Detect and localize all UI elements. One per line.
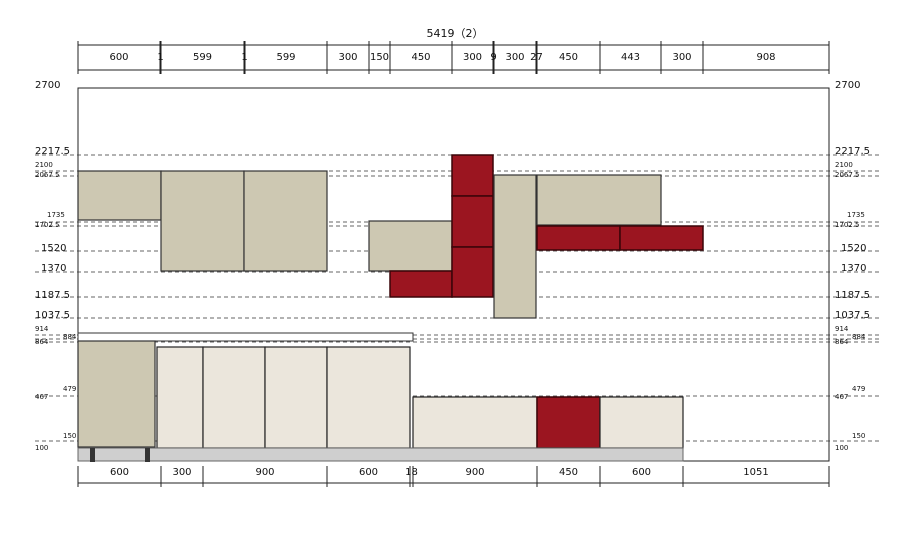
base-cabinet [599, 396, 684, 449]
top-dim-label: 908 [756, 52, 775, 63]
base-door [264, 346, 328, 449]
base-cabinet [412, 396, 538, 449]
bottom-dim-label: 450 [559, 467, 578, 478]
right-height-label: 1187.5 [835, 290, 870, 301]
bottom-dim-label: 300 [172, 467, 191, 478]
left-height-label: 479 [63, 385, 76, 393]
left-height-label: 2700 [35, 80, 60, 91]
right-height-label: 1037.5 [835, 310, 870, 321]
top-dim-label: 1 [157, 52, 163, 63]
leg [90, 448, 95, 462]
top-dim-label: 1 [241, 52, 247, 63]
right-height-label: 2100 [835, 161, 853, 169]
total-width: 5419（2） [427, 27, 484, 40]
top-dim-label: 150 [370, 52, 389, 63]
left-height-label: 914 [35, 325, 49, 333]
right-height-label: 1735 [847, 211, 865, 219]
right-height-label: 467 [835, 393, 848, 401]
left-height-label: 884 [63, 333, 77, 341]
left-height-label: 1037.5 [35, 310, 70, 321]
plinth [77, 447, 684, 462]
left-height-label: 1702.5 [35, 221, 60, 229]
left-height-label: 2217.5 [35, 146, 70, 157]
bottom-dim-label: 900 [465, 467, 484, 478]
top-dim-label: 443 [621, 52, 640, 63]
left-height-label: 864 [35, 338, 49, 346]
top-dim-label: 599 [193, 52, 212, 63]
left-height-label: 1187.5 [35, 290, 70, 301]
wall-cabinet [243, 170, 328, 272]
bottom-dim-label: 600 [110, 467, 129, 478]
wall-cabinet [368, 220, 453, 272]
base-door [326, 346, 411, 449]
red-cabinet [451, 195, 494, 248]
bottom-dim-label: 1051 [743, 467, 768, 478]
right-height-label: 2217.5 [835, 146, 870, 157]
top-dim-label: 300 [672, 52, 691, 63]
left-height-label: 2100 [35, 161, 53, 169]
top-dim-label: 27 [530, 52, 543, 63]
top-dim-label: 450 [559, 52, 578, 63]
left-height-label: 150 [63, 432, 76, 440]
top-dim-label: 300 [463, 52, 482, 63]
right-height-label: 1520 [841, 243, 866, 254]
top-dim-label: 599 [276, 52, 295, 63]
right-height-label: 1370 [841, 263, 866, 274]
right-height-label: 884 [852, 333, 866, 341]
left-height-label: 1735 [47, 211, 65, 219]
right-height-label: 2700 [835, 80, 860, 91]
top-dim-label: 600 [109, 52, 128, 63]
right-height-label: 864 [835, 338, 849, 346]
right-height-label: 100 [835, 444, 848, 452]
left-height-label: 467 [35, 393, 48, 401]
right-height-label: 479 [852, 385, 865, 393]
wall-cabinet [493, 174, 537, 319]
wall-cabinet [536, 174, 662, 226]
bottom-dim-label: 600 [632, 467, 651, 478]
top-dim-label: 450 [411, 52, 430, 63]
tall-cabinet [77, 340, 156, 448]
right-height-label: 2067.5 [835, 171, 860, 179]
red-cabinet [451, 246, 494, 298]
red-cabinet [451, 154, 494, 197]
bottom-dim-label: 900 [255, 467, 274, 478]
left-height-label: 1370 [41, 263, 66, 274]
top-dim-label: 300 [505, 52, 524, 63]
leg [145, 448, 150, 462]
right-height-label: 914 [835, 325, 849, 333]
red-cabinet [619, 225, 704, 251]
left-height-label: 2067.5 [35, 171, 60, 179]
wall-cabinet [77, 170, 162, 221]
red-cabinet [389, 270, 453, 298]
top-dim-label: 9 [490, 52, 496, 63]
wall-cabinet [160, 170, 245, 272]
right-height-label: 1702.5 [835, 221, 860, 229]
base-door [202, 346, 266, 449]
bottom-dim-label: 600 [359, 467, 378, 478]
bottom-dim-label: 18 [405, 467, 418, 478]
top-dim-label: 300 [338, 52, 357, 63]
base-door [156, 346, 204, 449]
countertop [77, 332, 414, 342]
red-base [536, 396, 601, 449]
left-height-label: 1520 [41, 243, 66, 254]
red-cabinet [536, 225, 621, 251]
left-height-label: 100 [35, 444, 48, 452]
right-height-label: 150 [852, 432, 865, 440]
